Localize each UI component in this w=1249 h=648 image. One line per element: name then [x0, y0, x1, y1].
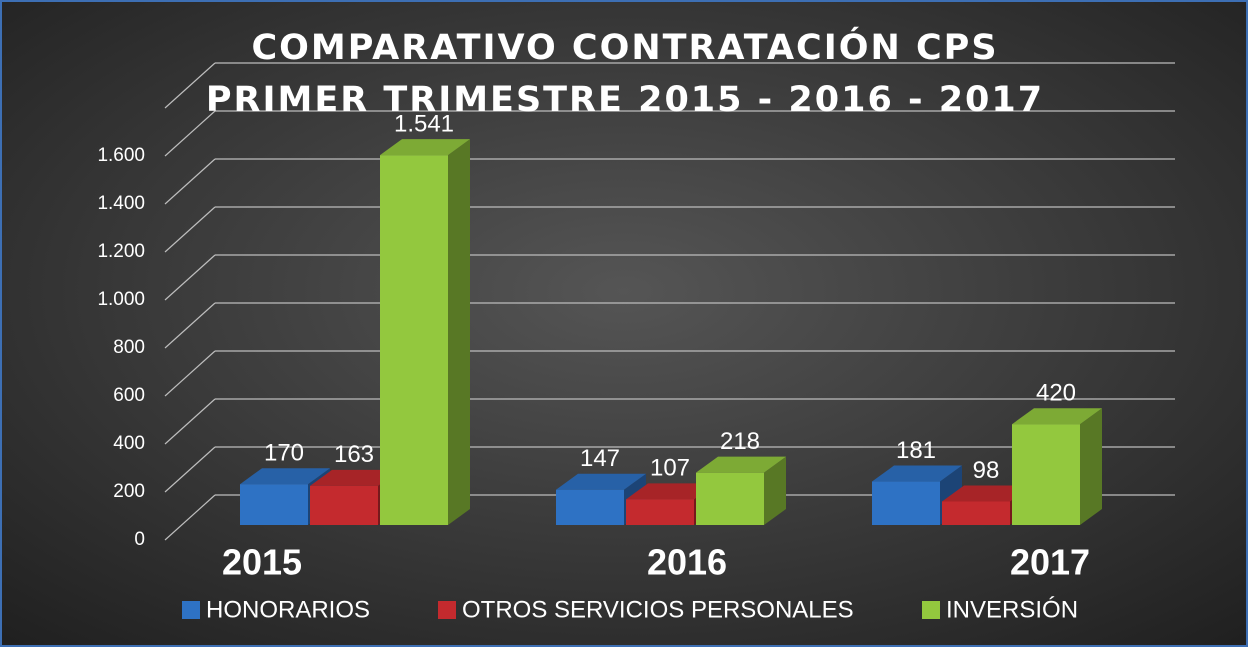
value-label: 98	[973, 457, 1000, 484]
bar-front	[696, 472, 764, 525]
wall-top-side	[164, 62, 216, 109]
bar-top	[626, 483, 716, 500]
bar-front	[240, 484, 308, 525]
bar	[696, 456, 786, 525]
grid-line-side	[164, 254, 216, 301]
y-tick-label: 1.400	[97, 193, 145, 214]
grid-line-side	[164, 350, 216, 397]
legend-swatch	[922, 601, 940, 619]
bar	[1012, 408, 1102, 525]
bar-front	[556, 489, 624, 525]
value-label: 218	[720, 428, 760, 455]
bar-front	[872, 481, 940, 525]
legend-label: INVERSIÓN	[946, 596, 1078, 623]
bar-top	[872, 465, 962, 482]
bar	[380, 139, 470, 525]
bar-top	[240, 468, 330, 485]
bar-side	[448, 139, 470, 525]
value-label: 420	[1036, 380, 1076, 407]
legend-swatch	[182, 601, 200, 619]
chart-title: COMPARATIVO CONTRATACIÓN CPS PRIMER TRIM…	[205, 28, 1045, 120]
bar-side	[1080, 408, 1102, 525]
value-label: 1.541	[394, 111, 454, 138]
x-tick-label: 2015	[222, 542, 302, 583]
bar-front	[310, 485, 378, 525]
y-tick-label: 1.200	[97, 241, 145, 262]
value-label: 107	[650, 455, 690, 482]
grid-line-side	[164, 158, 216, 205]
x-tick-label: 2016	[647, 542, 727, 583]
grid-line-side	[164, 398, 216, 445]
bar-top	[696, 456, 786, 473]
bar-front	[626, 499, 694, 525]
y-tick-label: 400	[113, 433, 145, 454]
bar-side	[764, 456, 786, 525]
bar-top	[310, 469, 400, 486]
bar	[872, 465, 962, 525]
y-tick-label: 800	[113, 337, 145, 358]
legend-swatch	[438, 601, 456, 619]
plot: 0 200 400 600 800 1.000 1.200 1.400 1.600 2015 170…	[97, 62, 1175, 623]
y-tick-label: 1.000	[97, 289, 145, 310]
grid-line-side	[164, 494, 216, 541]
bar-front	[1012, 424, 1080, 525]
legend-label: OTROS SERVICIOS PERSONALES	[462, 596, 854, 623]
y-tick-label: 200	[113, 481, 145, 502]
bar-front	[380, 155, 448, 525]
value-label: 147	[580, 445, 620, 472]
grid-line-side	[164, 206, 216, 253]
bar-top	[556, 473, 646, 490]
grid-line-side	[164, 446, 216, 493]
bar-top	[1012, 408, 1102, 425]
bar-top	[380, 139, 470, 156]
grid-line-side	[164, 110, 216, 157]
y-tick-label: 600	[113, 385, 145, 406]
value-label: 170	[264, 440, 304, 467]
y-tick-label: 1.600	[97, 145, 145, 166]
bar-front	[942, 501, 1010, 525]
grid-line-side	[164, 302, 216, 349]
legend-label: HONORARIOS	[206, 596, 370, 623]
bar-top	[942, 485, 1032, 502]
x-tick-label: 2017	[1010, 542, 1090, 583]
value-label: 181	[896, 437, 936, 464]
y-tick-label: 0	[134, 529, 145, 550]
value-label: 163	[334, 441, 374, 468]
